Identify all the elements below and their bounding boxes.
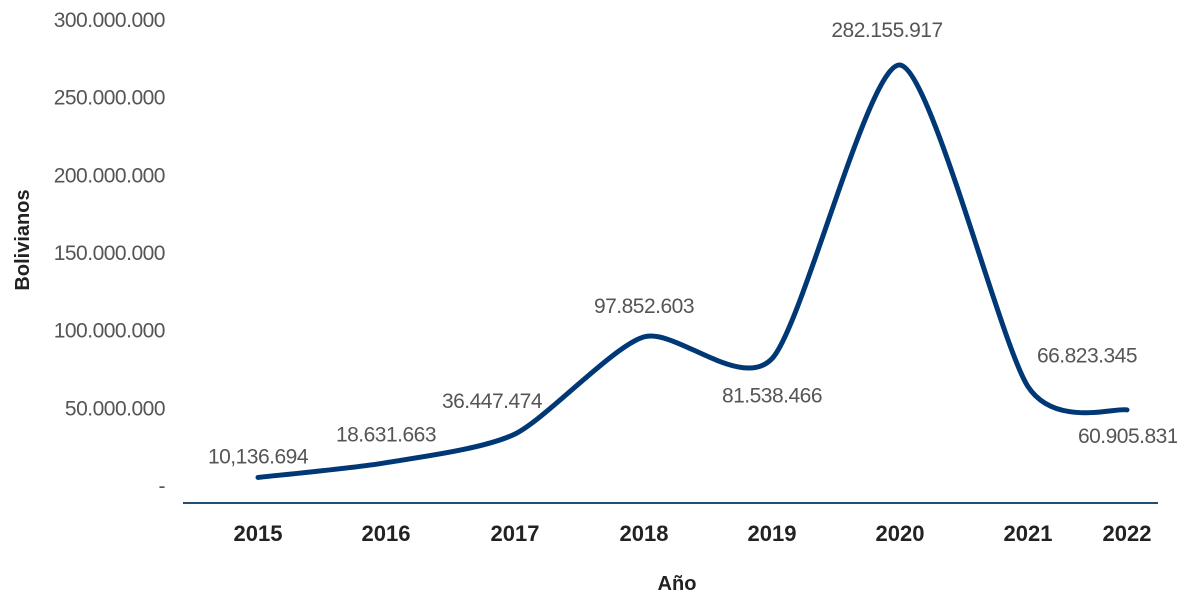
x-axis-title: Año: [658, 573, 697, 595]
x-tick-label: 2017: [491, 521, 540, 546]
y-tick-label: 50.000.000: [65, 397, 165, 420]
data-label: 66.823.345: [1037, 345, 1137, 368]
y-tick-label: 300.000.000: [54, 9, 165, 32]
series-line: [255, 62, 1130, 480]
y-axis-ticks: - 50.000.000 100.000.000 150.000.000 200.000…: [54, 9, 166, 498]
y-tick-label: -: [159, 475, 166, 498]
y-axis-title: Bolivianos: [12, 189, 34, 290]
data-label: 18.631.663: [336, 424, 436, 447]
x-tick-label: 2019: [748, 521, 797, 546]
x-tick-label: 2021: [1004, 521, 1053, 546]
x-tick-label: 2015: [234, 521, 283, 546]
data-labels: 10,136.694 18.631.663 36.447.474 97.852.603…: [208, 19, 1177, 468]
x-tick-label: 2022: [1103, 521, 1152, 546]
x-tick-label: 2020: [876, 521, 925, 546]
data-label: 282.155.917: [831, 19, 942, 42]
y-tick-label: 100.000.000: [54, 320, 165, 343]
data-label: 97.852.603: [594, 295, 694, 318]
data-label: 81.538.466: [722, 385, 822, 408]
y-tick-label: 250.000.000: [54, 87, 165, 110]
x-axis-ticks: 2015 2016 2017 2018 2019 2020 2021 2022: [234, 521, 1152, 546]
data-label: 60.905.831: [1078, 425, 1177, 448]
data-label: 36.447.474: [442, 390, 543, 413]
y-tick-label: 150.000.000: [54, 242, 165, 265]
data-label: 10,136.694: [208, 445, 309, 468]
y-tick-label: 200.000.000: [54, 164, 165, 187]
x-tick-label: 2016: [362, 521, 411, 546]
x-tick-label: 2018: [620, 521, 669, 546]
